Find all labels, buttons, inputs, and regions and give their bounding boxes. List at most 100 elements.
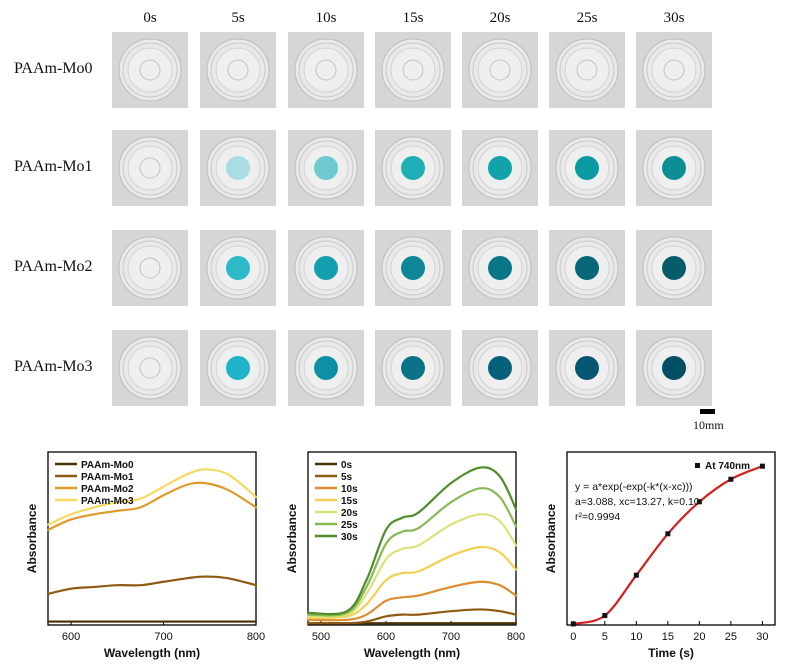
gel-spot [315,59,337,81]
plot-frame [566,451,776,626]
fit-annotation: r²=0.9994 [575,511,620,523]
legend-label: 30s [341,532,358,543]
sample-photo [549,330,625,406]
series-line [306,487,518,617]
x-axis-label: Wavelength (nm) [104,646,200,660]
sample-label: PAAm-Mo1 [14,158,93,175]
x-tick-label: 600 [62,631,80,643]
sample-photo [288,130,364,206]
time-label: 20s [489,10,511,26]
gel-spot [662,156,686,180]
gel-spot [226,356,250,380]
series-line [306,466,518,616]
chart-panel-3: 0 5 10 15 20 25 30 Time (s) Absorbance At 740nm y … [544,451,776,660]
sample-photo [288,330,364,406]
x-tick-label: 30 [756,631,768,643]
sample-photo [549,130,625,206]
gel-spot [663,59,685,81]
time-label: 25s [576,10,598,26]
x-tick-label: 25 [725,631,737,643]
sample-photo [200,330,276,406]
gel-spot [401,156,425,180]
series-line [306,545,518,620]
fit-annotation: a=3.088, xc=13.27, k=0.10 [575,496,700,508]
gel-spot [139,59,161,81]
sample-photo [288,230,364,306]
sample-photo [112,32,188,108]
scale-bar [700,409,715,414]
sample-photo [112,330,188,406]
sample-photo [112,230,188,306]
sample-photo [288,32,364,108]
legend-label: PAAm-Mo3 [81,496,134,507]
gel-spot [575,356,599,380]
gel-spot [139,157,161,179]
data-point [633,572,639,578]
x-tick-label: 800 [507,631,525,643]
scale-bar-label: 10mm [693,418,724,432]
x-tick-label: 15 [662,631,674,643]
sample-photo [375,32,451,108]
gel-spot [575,156,599,180]
data-point [759,463,765,469]
sample-photo [200,130,276,206]
sample-label: PAAm-Mo0 [14,60,93,77]
x-tick-label: 10 [630,631,642,643]
x-tick-label: 800 [247,631,265,643]
series-line [306,513,518,618]
legend-label: 15s [341,496,358,507]
plot-frame [307,451,517,626]
fit-annotation: y = a*exp(-exp(-k*(x-xc))) [575,481,693,493]
series-line [46,468,258,526]
series-line [46,481,258,531]
sample-photo [462,230,538,306]
gel-spot [575,256,599,280]
sample-photo [636,330,712,406]
gel-spot [662,256,686,280]
data-point [665,531,671,537]
gel-spot [576,59,598,81]
gel-spot [401,356,425,380]
time-label: 5s [231,10,245,26]
sample-label: PAAm-Mo2 [14,258,93,275]
gel-spot [488,156,512,180]
data-point [696,499,702,505]
data-point [570,621,576,627]
x-tick-label: 500 [312,631,330,643]
y-axis-label: Absorbance [25,504,39,574]
sample-photo [636,130,712,206]
chart-panel-1: 600 700 800 Wavelength (nm) Absorbance PAAm-M… [25,451,265,660]
gel-spot [226,256,250,280]
x-tick-label: 20 [693,631,705,643]
sample-photo [375,230,451,306]
data-point [728,476,734,482]
sample-photo [549,230,625,306]
gel-spot [662,356,686,380]
legend-marker [695,463,700,468]
plot-frame [47,451,257,626]
y-axis-label: Absorbance [544,504,558,574]
gel-spot [139,357,161,379]
x-axis-label: Time (s) [648,646,694,660]
sample-photo [200,230,276,306]
sample-photo [636,32,712,108]
time-label: 0s [143,10,157,26]
gel-spot [314,156,338,180]
legend-label: PAAm-Mo0 [81,460,134,471]
x-tick-label: 700 [154,631,172,643]
gel-spot [488,256,512,280]
time-label: 30s [663,10,685,26]
chart-panel-2: 500 600 700 800 Wavelength (nm) Absorbance 0s5… [285,451,525,660]
legend-label: 0s [341,460,353,471]
data-point [602,613,608,619]
series-line [306,608,518,625]
gel-spot [314,256,338,280]
sample-label: PAAm-Mo3 [14,358,93,375]
sample-photo [462,32,538,108]
gel-spot [227,59,249,81]
x-tick-label: 5 [602,631,608,643]
gel-spot [139,257,161,279]
legend-label: 25s [341,520,358,531]
sample-photo [549,32,625,108]
x-axis-label: Wavelength (nm) [364,646,460,660]
